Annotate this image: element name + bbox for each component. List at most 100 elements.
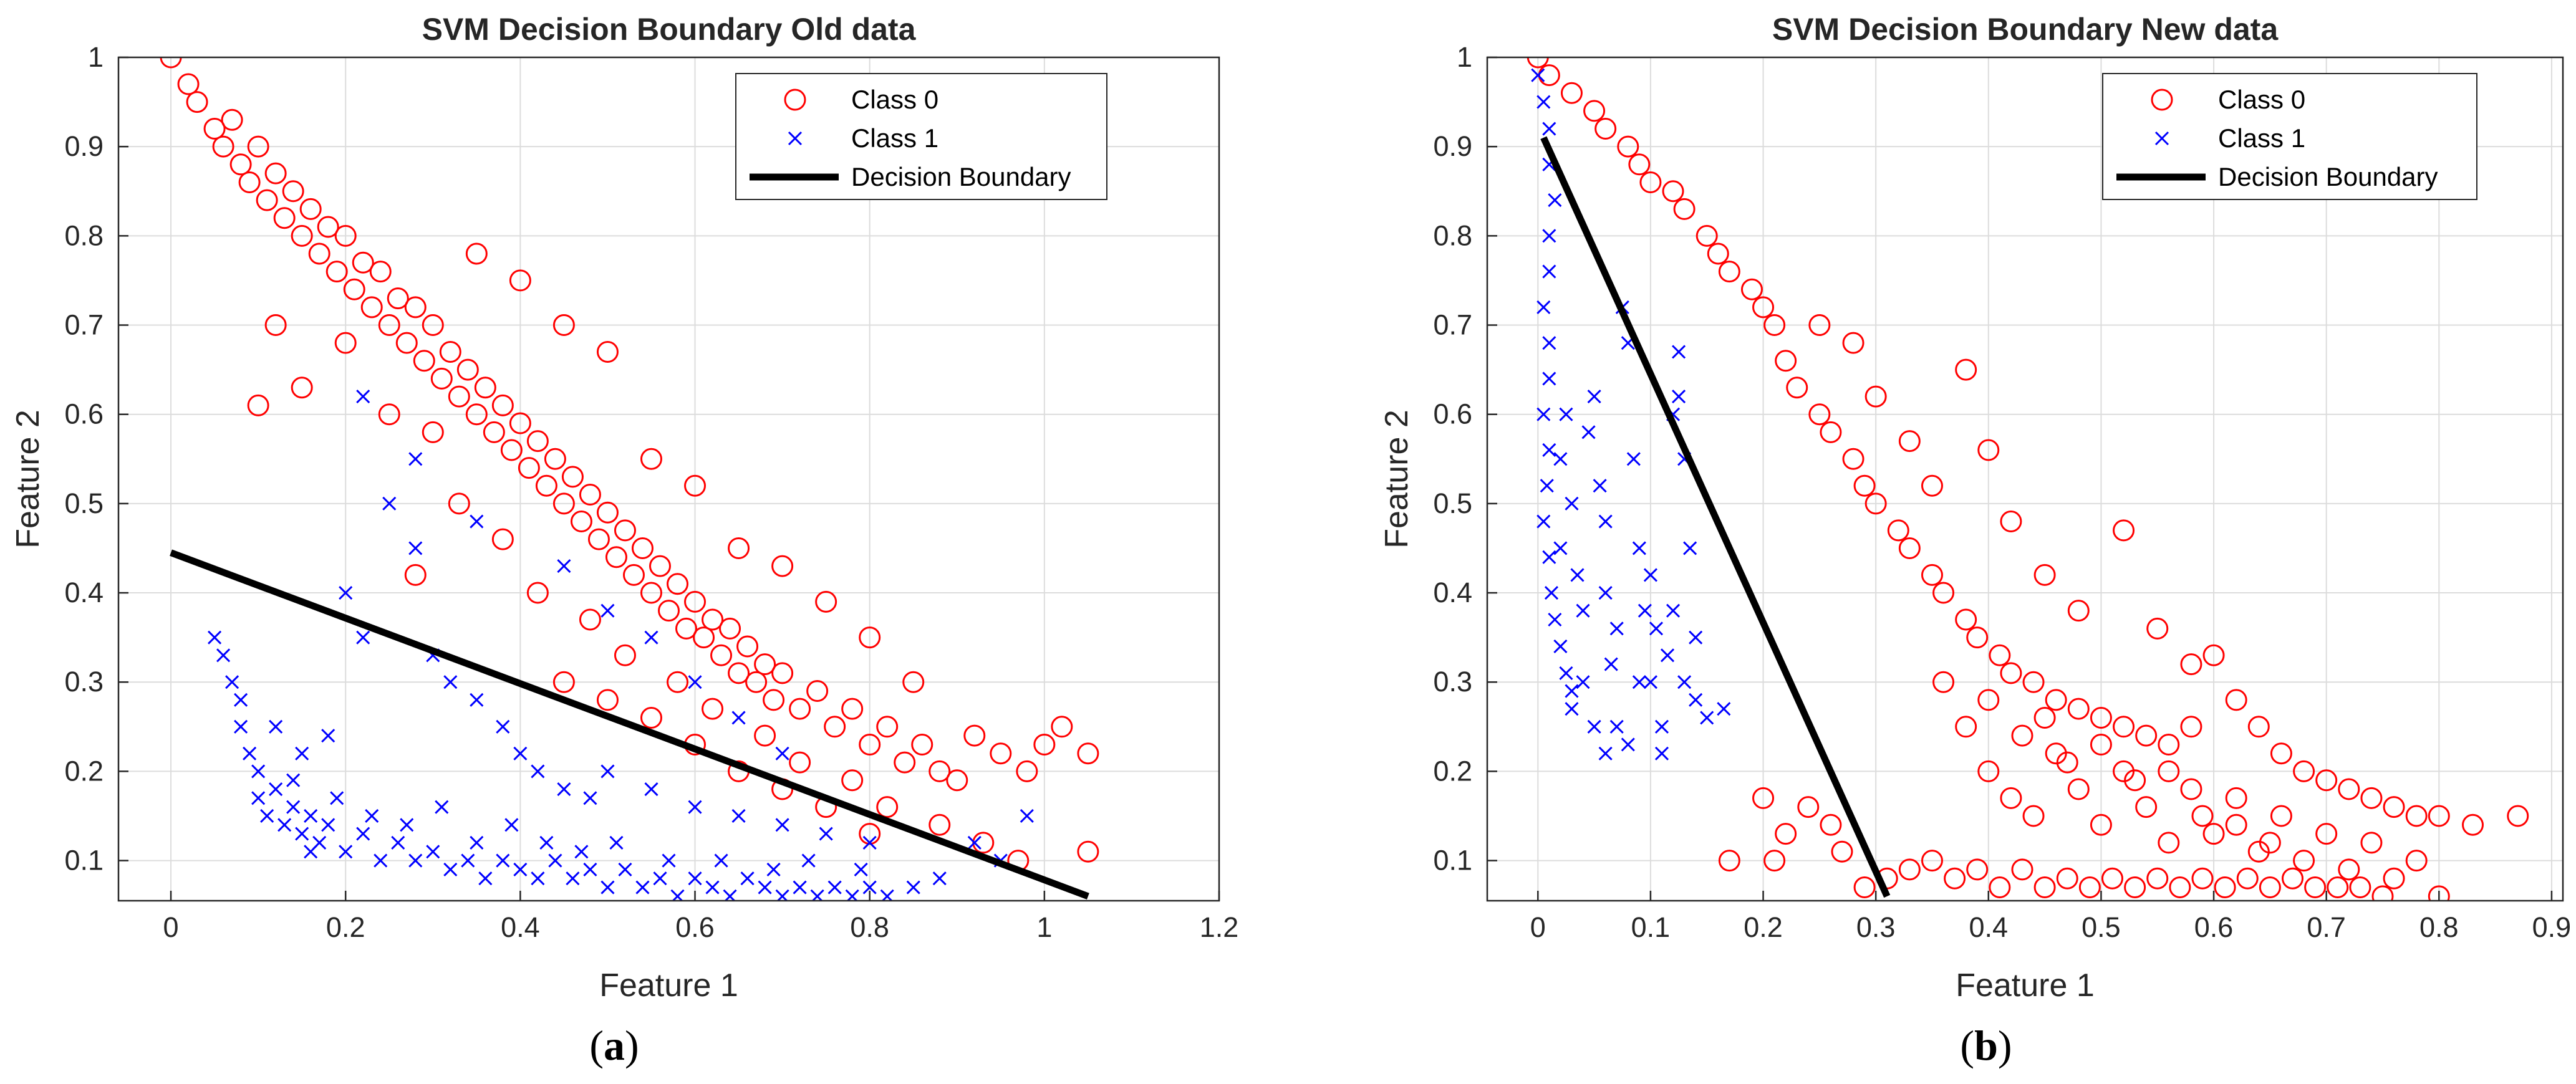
chart-1-series-0-point-49 xyxy=(2428,805,2450,827)
chart-0-series-0-point-27 xyxy=(413,350,435,372)
chart-0-series-0-point-85 xyxy=(1077,840,1099,863)
chart-0-ytick-label-3: 0.4 xyxy=(64,577,104,608)
chart-0-series-0-point-114 xyxy=(876,796,899,818)
chart-0-series-1-point-71 xyxy=(731,808,746,823)
chart-1-legend-swatch-0 xyxy=(2151,89,2173,111)
chart-0-series-1-point-34 xyxy=(653,871,667,886)
chart-0-series-0-point-5 xyxy=(221,108,243,131)
chart-0-ytick-label-2: 0.3 xyxy=(64,666,104,698)
chart-1-series-1-point-42 xyxy=(1643,675,1657,689)
chart-0-series-0-point-82 xyxy=(1033,733,1056,755)
chart-0-series-1-point-67 xyxy=(583,791,597,805)
chart-0-series-1-point-63 xyxy=(496,719,510,734)
chart-0-series-0-point-112 xyxy=(789,751,811,774)
chart-1-series-0-point-53 xyxy=(1842,332,1864,354)
chart-0-series-0-point-24 xyxy=(387,287,409,310)
chart-0-series-0-point-67 xyxy=(763,689,785,711)
chart-1-series-0-point-111 xyxy=(1763,850,1786,872)
chart-1-series-0-point-47 xyxy=(2383,796,2405,818)
chart-0-xlabel: Feature 1 xyxy=(599,967,738,1004)
chart-0-series-1-point-87 xyxy=(365,808,379,823)
chart-0-series-0-point-23 xyxy=(378,314,400,337)
chart-0-series-1-point-17 xyxy=(356,827,370,841)
chart-0-series-0-point-43 xyxy=(552,492,575,515)
chart-0-series-1-point-25 xyxy=(496,853,510,868)
chart-1-series-0-point-64 xyxy=(2180,653,2202,676)
chart-1-legend-label-2: Decision Boundary xyxy=(2218,162,2438,191)
chart-0-series-1-point-11 xyxy=(286,800,301,814)
chart-0-series-1-point-91 xyxy=(504,818,519,832)
chart-1-series-0-point-117 xyxy=(1932,671,1955,693)
chart-0-series-1-point-65 xyxy=(531,764,545,779)
chart-1-ytick-label-8: 0.9 xyxy=(1433,130,1472,162)
chart-1-ylabel: Feature 2 xyxy=(1379,410,1415,549)
chart-1-series-0-point-113 xyxy=(1797,796,1820,818)
chart-1-series-0-point-109 xyxy=(1853,876,1876,899)
chart-0-series-0-point-106 xyxy=(526,582,549,604)
chart-0-series-0-point-62 xyxy=(719,617,741,640)
chart-1-series-1-point-27 xyxy=(1576,675,1590,689)
chart-0-axes-box xyxy=(117,56,1220,902)
chart-1-title: SVM Decision Boundary New data xyxy=(1772,12,2279,47)
chart-0-series-1-point-69 xyxy=(644,782,658,797)
chart-1-series-0-point-94 xyxy=(2101,867,2123,890)
chart-0-series-0-point-13 xyxy=(291,224,313,247)
chart-0-series-1-point-76 xyxy=(408,452,423,466)
chart-1-series-1-point-1 xyxy=(1536,95,1551,109)
chart-1-series-0-point-52 xyxy=(1808,314,1831,337)
chart-0-series-1-point-56 xyxy=(339,585,353,600)
chart-0-ytick-label-4: 0.5 xyxy=(64,487,104,519)
chart-1-ytick-label-3: 0.4 xyxy=(1433,577,1472,608)
chart-0-series-1-point-16 xyxy=(339,845,353,859)
chart-1-series-1-point-0 xyxy=(1531,68,1545,82)
chart-0-series-1-point-97 xyxy=(766,862,781,876)
chart-0-series-1-point-40 xyxy=(758,880,772,895)
chart-0-series-1-point-80 xyxy=(644,630,658,645)
chart-1-xlabel: Feature 1 xyxy=(1956,967,2095,1004)
chart-0-series-1-point-6 xyxy=(251,764,266,779)
chart-1-series-0-point-41 xyxy=(2247,716,2270,738)
chart-0-series-1 xyxy=(208,390,1034,901)
chart-1-axes-box xyxy=(1486,56,2564,902)
chart-0-series-0-point-80 xyxy=(990,742,1012,765)
chart-1-series-0-point-69 xyxy=(2067,778,2090,800)
chart-1-series-0-point-91 xyxy=(2033,876,2056,899)
chart-1-series-0-point-63 xyxy=(2146,617,2169,640)
chart-0-series-0-point-40 xyxy=(526,430,549,453)
chart-0-series-0-point-84 xyxy=(1077,742,1099,765)
chart-1-series-0-point-57 xyxy=(1955,358,1977,381)
chart-0-series-0-point-79 xyxy=(963,724,986,747)
chart-1-legend-label-0: Class 0 xyxy=(2218,85,2305,114)
chart-1-series-0-point-29 xyxy=(1989,644,2011,666)
chart-0-series-1-point-29 xyxy=(566,871,580,886)
chart-1-xtick-label-3: 0.3 xyxy=(1856,911,1896,943)
chart-0-series-1-point-75 xyxy=(356,390,370,404)
chart-0-series-0-point-8 xyxy=(247,135,269,158)
chart-1-series-1-point-8 xyxy=(1542,336,1556,350)
chart-1-series-0-point-8 xyxy=(1662,180,1684,203)
chart-0-series-0-point-107 xyxy=(579,608,601,631)
chart-0-series-0-point-17 xyxy=(326,261,348,283)
chart-0-series-1-point-84 xyxy=(286,773,301,787)
chart-0-series-0-point-96 xyxy=(640,448,662,470)
chart-0-series-0-point-6 xyxy=(229,153,252,176)
chart-0-series-0-point-50 xyxy=(614,519,636,542)
chart-1-series-0-point-122 xyxy=(2056,751,2078,774)
chart-0-series-1-point-5 xyxy=(243,746,257,760)
chart-0-ytick-label-1: 0.2 xyxy=(64,755,104,787)
chart-1-series-0-point-0 xyxy=(1527,57,1549,69)
chart-1-series-0-point-5 xyxy=(1617,135,1639,158)
chart-0-series-1-point-31 xyxy=(601,880,615,895)
chart-0-data xyxy=(160,57,1099,901)
chart-0-series-0-point-35 xyxy=(483,421,505,443)
chart-0-series-0-point-47 xyxy=(587,528,610,550)
chart-1-series-0-point-119 xyxy=(1977,689,2000,711)
chart-1-series-0-point-35 xyxy=(2113,716,2135,738)
chart-0-xtick-label-5: 1 xyxy=(1036,911,1052,943)
chart-0-series-0-point-46 xyxy=(579,484,601,506)
chart-0-series-0-point-16 xyxy=(317,216,339,238)
chart-0-series-0-point-103 xyxy=(404,564,427,586)
chart-0-series-1-point-96 xyxy=(714,853,728,868)
chart-1-series-0-point-81 xyxy=(2338,858,2360,881)
